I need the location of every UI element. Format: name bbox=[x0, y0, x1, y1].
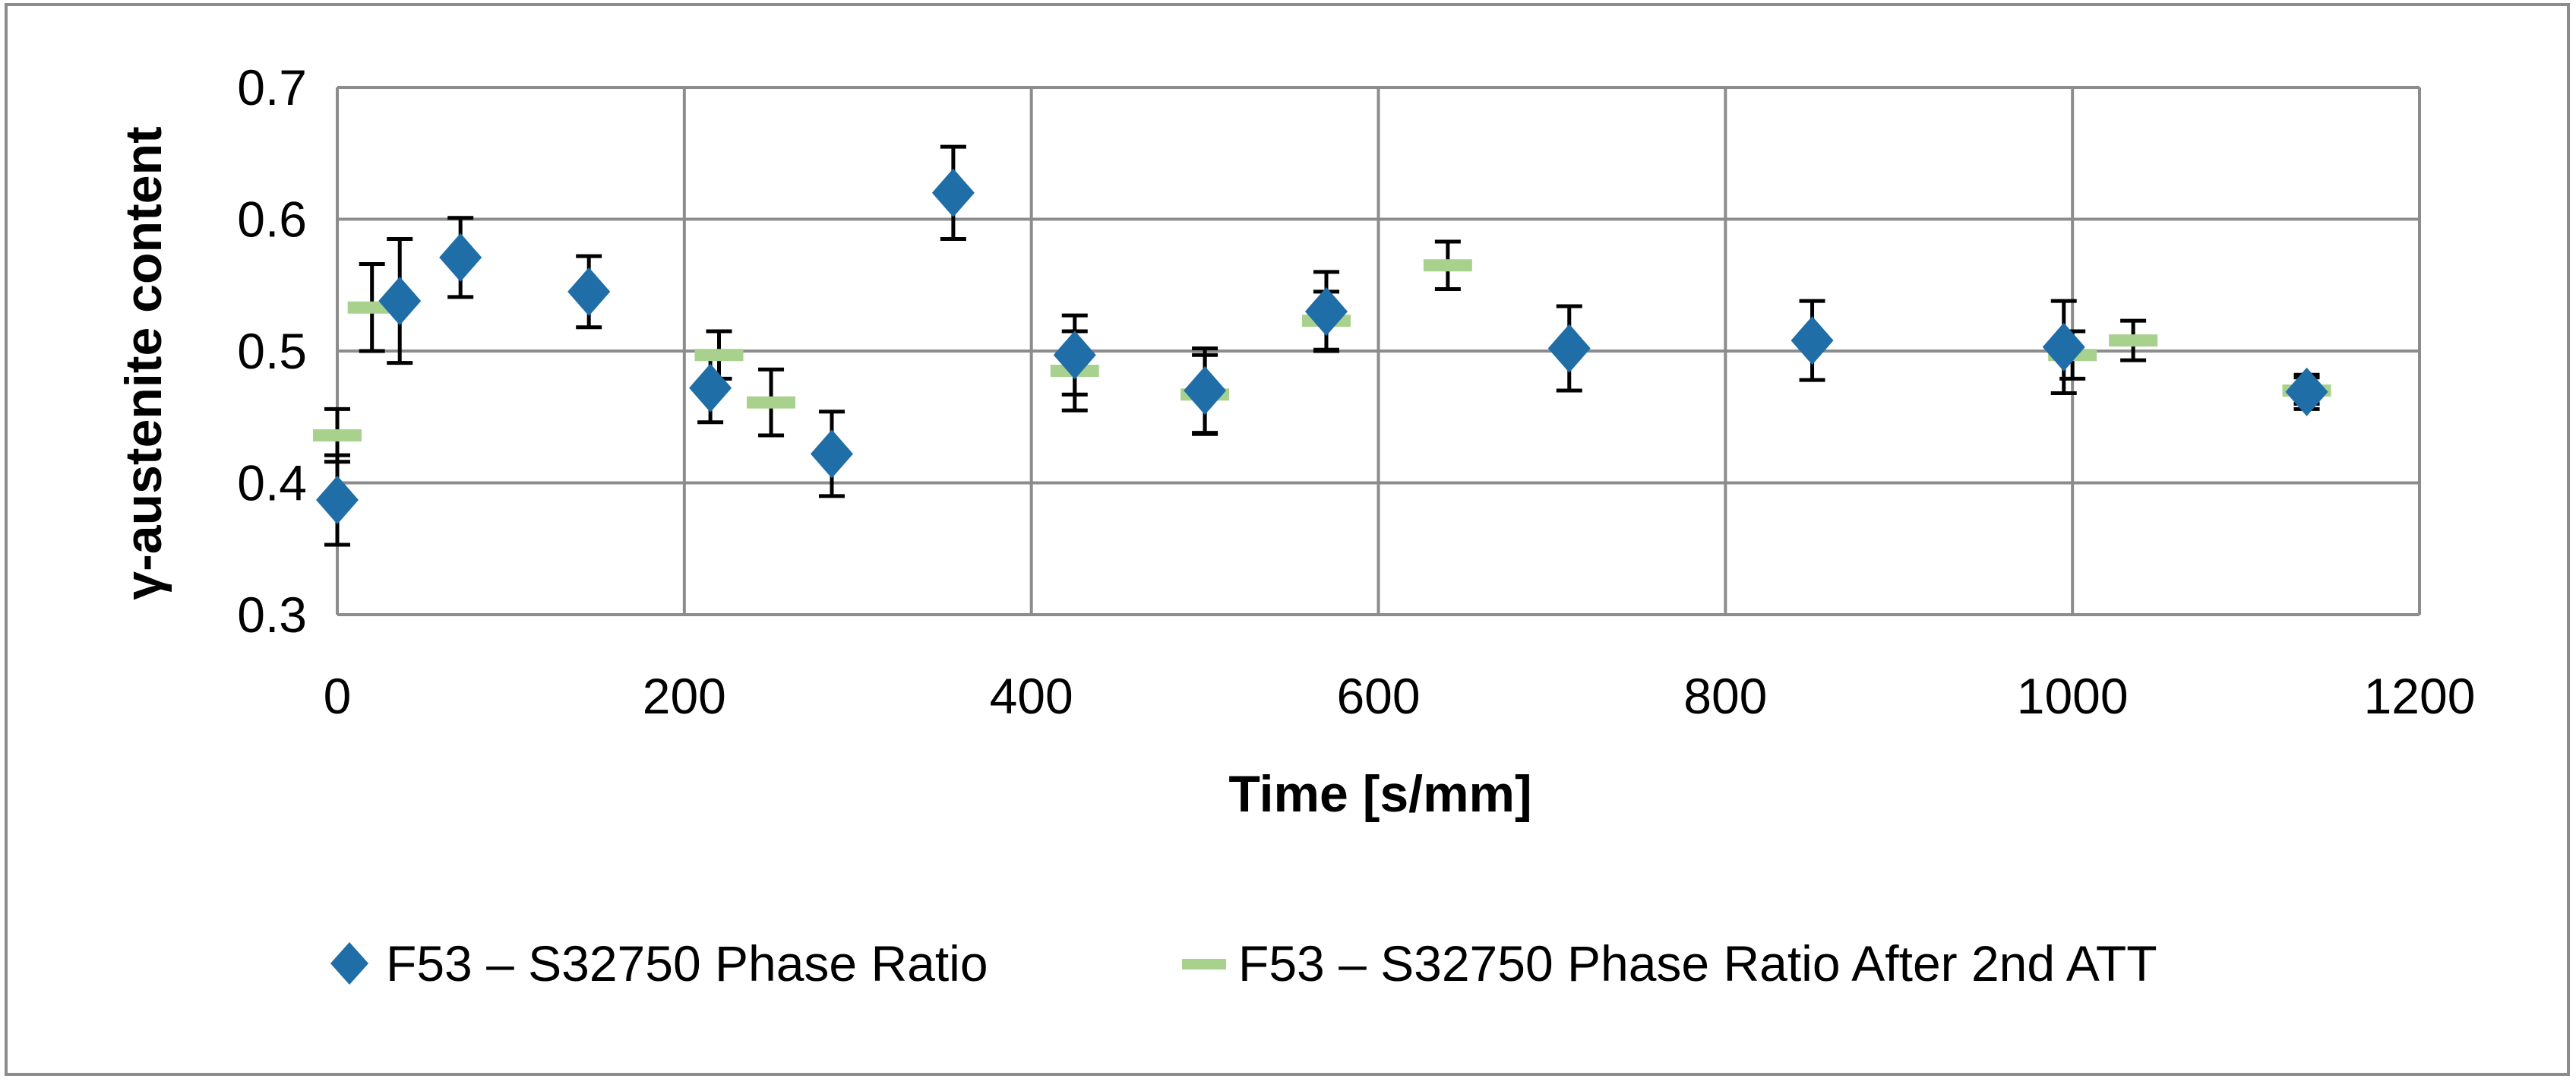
data-point-after-att bbox=[1423, 259, 1472, 272]
data-point-phase-ratio bbox=[2042, 322, 2085, 372]
y-tick-label: 0.3 bbox=[237, 587, 307, 643]
data-point-phase-ratio bbox=[439, 232, 482, 282]
data-point-phase-ratio bbox=[1184, 366, 1227, 416]
legend-label-after-att: F53 – S32750 Phase Ratio After 2nd ATT bbox=[1238, 935, 2157, 992]
data-point-after-att bbox=[2109, 334, 2158, 347]
data-point-phase-ratio bbox=[689, 363, 732, 413]
x-tick-label: 0 bbox=[324, 668, 352, 724]
x-tick-label: 600 bbox=[1336, 668, 1420, 724]
series-phase-ratio-layer bbox=[316, 168, 2328, 525]
data-point-after-att bbox=[313, 429, 362, 442]
x-tick-label: 200 bbox=[643, 668, 726, 724]
data-point-phase-ratio bbox=[378, 277, 422, 326]
data-point-phase-ratio bbox=[1053, 331, 1096, 380]
tick-label-layer: 0 200 400 600 800 1000 1200 0.3 0.4 0.5 0.6 0.7 bbox=[237, 59, 2475, 724]
y-tick-label: 0.6 bbox=[237, 191, 307, 248]
data-point-phase-ratio bbox=[567, 267, 611, 316]
data-point-phase-ratio bbox=[316, 476, 359, 525]
x-tick-label: 1000 bbox=[2017, 668, 2129, 724]
data-point-phase-ratio bbox=[1547, 324, 1591, 373]
data-point-after-att bbox=[694, 349, 744, 362]
y-tick-label: 0.4 bbox=[237, 455, 307, 511]
x-tick-label: 800 bbox=[1683, 668, 1767, 724]
y-tick-label: 0.7 bbox=[237, 59, 307, 115]
x-axis-title: Time [s/mm] bbox=[1228, 765, 1531, 823]
legend-marker-phase-ratio bbox=[330, 942, 368, 985]
legend-marker-after-att bbox=[1182, 959, 1226, 970]
legend: F53 – S32750 Phase Ratio F53 – S32750 Ph… bbox=[330, 935, 2157, 992]
y-tick-label: 0.5 bbox=[237, 323, 307, 379]
x-tick-label: 1200 bbox=[2364, 668, 2476, 724]
data-point-phase-ratio bbox=[1304, 286, 1348, 336]
data-point-phase-ratio bbox=[1791, 316, 1834, 365]
legend-label-phase-ratio: F53 – S32750 Phase Ratio bbox=[386, 935, 988, 992]
data-point-phase-ratio bbox=[931, 168, 975, 217]
data-point-phase-ratio bbox=[810, 429, 853, 479]
data-point-after-att bbox=[747, 396, 796, 409]
y-axis-title: γ-austenite content bbox=[115, 126, 172, 599]
x-tick-label: 400 bbox=[990, 668, 1073, 724]
data-point-phase-ratio bbox=[2285, 367, 2328, 416]
chart-outer-border bbox=[5, 3, 2570, 1076]
